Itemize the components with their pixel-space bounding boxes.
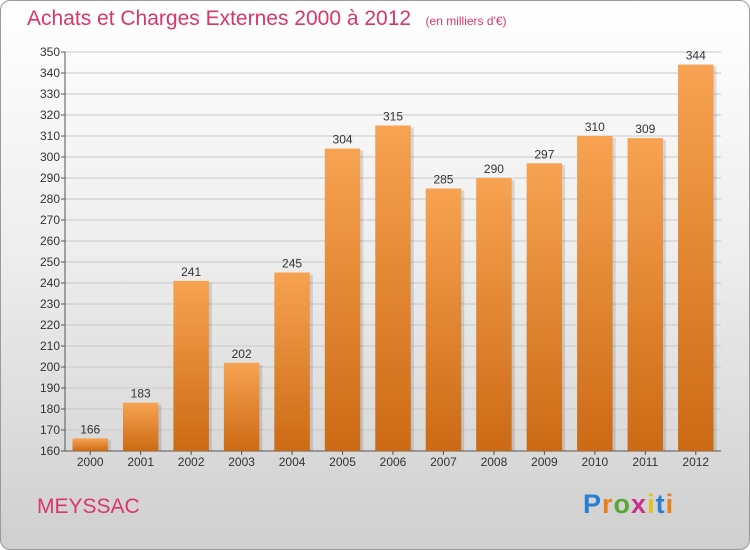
y-tick-label: 340: [40, 66, 60, 80]
value-label: 202: [232, 347, 252, 361]
value-label: 344: [686, 49, 706, 63]
commune-name: MEYSSAC: [37, 495, 140, 518]
logo-letter: o: [613, 489, 632, 519]
logo-letter: P: [583, 489, 603, 519]
y-tick-label: 170: [40, 423, 60, 437]
y-tick-label: 230: [40, 297, 60, 311]
y-tick-label: 270: [40, 213, 60, 227]
x-tick-label: 2001: [127, 455, 154, 469]
x-tick-label: 2000: [77, 455, 104, 469]
x-tick-label: 2008: [481, 455, 508, 469]
bar: [223, 362, 260, 451]
x-tick-label: 2004: [279, 455, 306, 469]
bar: [375, 125, 411, 451]
proxiti-logo[interactable]: Proxiti: [583, 489, 674, 520]
title-row: Achats et Charges Externes 2000 à 2012 (…: [27, 7, 507, 31]
y-tick-label: 300: [40, 150, 60, 164]
value-label: 310: [585, 120, 605, 134]
logo-letter: x: [631, 489, 648, 519]
y-tick-label: 350: [40, 45, 60, 59]
value-label: 245: [282, 257, 302, 271]
logo-letter: t: [655, 489, 666, 519]
bar: [72, 438, 108, 451]
y-tick-label: 240: [40, 276, 60, 290]
y-tick-label: 310: [40, 129, 60, 143]
value-label: 166: [80, 422, 100, 436]
value-label: 297: [534, 147, 554, 161]
bar: [526, 163, 563, 452]
bar: [122, 402, 159, 451]
y-tick-label: 200: [40, 360, 60, 374]
y-tick-label: 250: [40, 255, 60, 269]
y-tick-label: 320: [40, 108, 60, 122]
value-label: 304: [333, 133, 353, 147]
labels: 160 170 180 190 200 210 220 230 240 250 260 270 280 2…: [40, 45, 709, 469]
y-tick-label: 180: [40, 402, 60, 416]
x-tick-label: 2006: [380, 455, 407, 469]
x-tick-label: 2005: [329, 455, 356, 469]
y-tick-label: 260: [40, 234, 60, 248]
bar-chart: 160 170 180 190 200 210 220 230 240 250 260 270 280 2…: [40, 45, 721, 469]
bar: [627, 138, 664, 451]
bar: [425, 188, 462, 451]
logo-letter: i: [647, 489, 656, 519]
value-label: 183: [131, 387, 151, 401]
y-tick-label: 190: [40, 381, 60, 395]
x-tick-label: 2011: [632, 455, 658, 469]
x-tick-label: 2003: [228, 455, 255, 469]
chart-subtitle: (en milliers d'€): [425, 14, 507, 28]
value-label: 309: [635, 122, 655, 136]
y-tick-label: 220: [40, 318, 60, 332]
logo-letter: r: [602, 489, 614, 519]
bar: [324, 148, 361, 451]
y-tick-label: 290: [40, 171, 60, 185]
x-tick-label: 2002: [178, 455, 205, 469]
y-tick-label: 210: [40, 339, 60, 353]
bar: [274, 272, 310, 451]
bar: [476, 178, 512, 451]
chart-title: Achats et Charges Externes 2000 à 2012: [27, 7, 412, 30]
bar: [173, 280, 209, 451]
logo-letter: i: [665, 489, 675, 519]
value-label: 241: [181, 265, 201, 279]
x-tick-label: 2010: [581, 455, 608, 469]
x-tick-label: 2009: [531, 455, 558, 469]
y-tick-label: 280: [40, 192, 60, 206]
bar: [577, 136, 613, 451]
bars: [72, 64, 717, 452]
value-label: 285: [433, 173, 453, 187]
bar: [678, 64, 714, 451]
value-label: 290: [484, 162, 504, 176]
value-label: 315: [383, 110, 403, 124]
y-tick-label: 160: [40, 444, 60, 458]
x-tick-label: 2007: [430, 455, 457, 469]
y-tick-label: 330: [40, 87, 60, 101]
x-tick-label: 2012: [682, 455, 709, 469]
